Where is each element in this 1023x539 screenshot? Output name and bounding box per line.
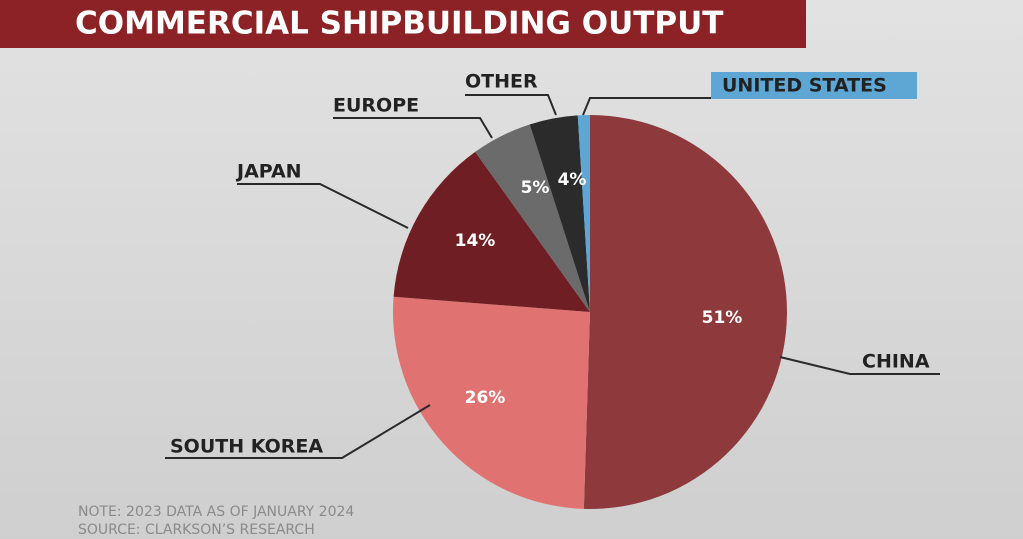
leader-line: [465, 94, 557, 116]
pie-slice: [577, 115, 590, 312]
label-box: [711, 72, 917, 99]
data-label: 5%: [521, 178, 550, 198]
data-label: 51%: [702, 308, 743, 328]
pie-slice: [393, 151, 590, 312]
category-label: SOUTH KOREA: [170, 436, 323, 458]
pie-slice: [475, 124, 590, 312]
leader-line: [333, 117, 493, 139]
category-label: CHINA: [862, 351, 930, 373]
pie-slice: [529, 115, 590, 313]
category-label: UNITED STATES: [722, 75, 887, 97]
data-label: 4%: [558, 170, 587, 190]
source: SOURCE: CLARKSON’S RESEARCH: [78, 522, 315, 538]
leader-line: [165, 404, 431, 459]
pie-slice: [583, 115, 788, 509]
leader-line: [237, 183, 409, 229]
category-label: JAPAN: [235, 161, 302, 183]
note: NOTE: 2023 DATA AS OF JANUARY 2024: [78, 504, 354, 520]
pie-slice: [392, 296, 590, 509]
category-label: EUROPE: [333, 95, 419, 117]
chart-title: COMMERCIAL SHIPBUILDING OUTPUT: [75, 6, 723, 42]
category-label: OTHER: [465, 71, 538, 93]
data-label: 26%: [465, 388, 506, 408]
data-label: 14%: [455, 231, 496, 251]
leader-line: [582, 97, 711, 116]
leader-line: [779, 356, 940, 375]
title-banner: [0, 0, 806, 48]
